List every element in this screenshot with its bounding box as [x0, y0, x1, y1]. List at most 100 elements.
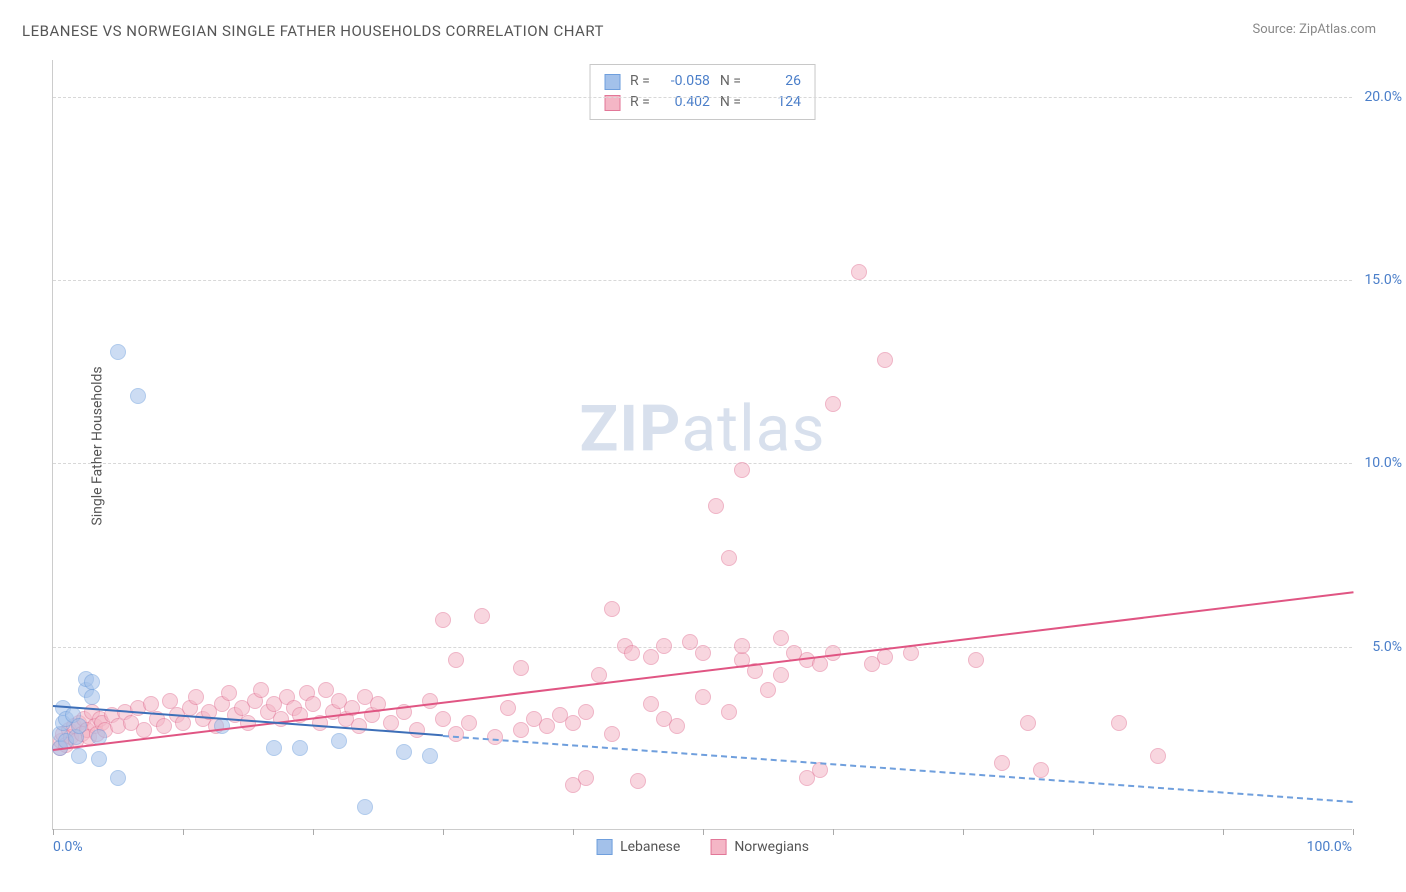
x-tick — [313, 829, 314, 835]
scatter-point-norwegian — [422, 693, 438, 709]
scatter-point-norwegian — [877, 649, 893, 665]
scatter-point-norwegian — [513, 660, 529, 676]
norwegian-n-value: 124 — [751, 92, 801, 113]
n-label: N = — [720, 71, 741, 92]
gridline — [53, 280, 1352, 281]
scatter-point-norwegian — [351, 718, 367, 734]
stats-row-lebanese: R = -0.058 N = 26 — [604, 71, 801, 92]
scatter-point-norwegian — [994, 755, 1010, 771]
scatter-point-norwegian — [721, 550, 737, 566]
scatter-point-lebanese — [422, 748, 438, 764]
scatter-point-lebanese — [357, 799, 373, 815]
n-label: N = — [720, 92, 741, 113]
scatter-point-norwegian — [643, 696, 659, 712]
x-tick — [703, 829, 704, 835]
scatter-point-lebanese — [84, 689, 100, 705]
scatter-point-norwegian — [604, 726, 620, 742]
scatter-point-lebanese — [110, 770, 126, 786]
scatter-point-lebanese — [71, 748, 87, 764]
source-label: Source: ZipAtlas.com — [1252, 22, 1376, 37]
stats-row-norwegians: R = 0.402 N = 124 — [604, 92, 801, 113]
legend: Lebanese Norwegians — [596, 839, 809, 855]
scatter-point-norwegian — [695, 689, 711, 705]
scatter-point-norwegian — [643, 649, 659, 665]
x-tick — [1353, 829, 1354, 835]
scatter-point-norwegian — [630, 773, 646, 789]
scatter-point-norwegian — [500, 700, 516, 716]
scatter-point-norwegian — [760, 682, 776, 698]
scatter-point-norwegian — [851, 264, 867, 280]
scatter-point-norwegian — [448, 726, 464, 742]
scatter-point-norwegian — [487, 729, 503, 745]
y-tick-label: 15.0% — [1364, 272, 1402, 288]
stats-box: R = -0.058 N = 26 R = 0.402 N = 124 — [589, 64, 816, 120]
scatter-point-lebanese — [110, 344, 126, 360]
legend-item-norwegians: Norwegians — [710, 839, 809, 855]
lebanese-r-value: -0.058 — [660, 71, 710, 92]
x-tick — [1223, 829, 1224, 835]
scatter-point-lebanese — [214, 718, 230, 734]
x-tick-label-left: 0.0% — [53, 839, 83, 855]
scatter-point-norwegian — [968, 652, 984, 668]
scatter-point-norwegian — [721, 704, 737, 720]
scatter-point-norwegian — [240, 715, 256, 731]
scatter-point-norwegian — [156, 718, 172, 734]
x-tick — [183, 829, 184, 835]
chart-title: LEBANESE VS NORWEGIAN SINGLE FATHER HOUS… — [22, 22, 604, 40]
scatter-point-norwegian — [708, 498, 724, 514]
x-tick — [443, 829, 444, 835]
scatter-point-norwegian — [136, 722, 152, 738]
scatter-point-norwegian — [383, 715, 399, 731]
trend-line-dashed — [443, 735, 1353, 803]
scatter-point-norwegian — [253, 682, 269, 698]
scatter-point-norwegian — [143, 696, 159, 712]
norwegian-legend-label: Norwegians — [734, 839, 809, 855]
gridline — [53, 97, 1352, 98]
scatter-point-lebanese — [71, 718, 87, 734]
scatter-point-lebanese — [130, 388, 146, 404]
scatter-point-norwegian — [591, 667, 607, 683]
scatter-point-norwegian — [656, 638, 672, 654]
scatter-point-norwegian — [1020, 715, 1036, 731]
scatter-point-norwegian — [734, 462, 750, 478]
chart-container: LEBANESE VS NORWEGIAN SINGLE FATHER HOUS… — [0, 0, 1406, 892]
scatter-point-norwegian — [539, 718, 555, 734]
x-tick — [963, 829, 964, 835]
scatter-point-lebanese — [91, 751, 107, 767]
lebanese-swatch-icon — [604, 74, 620, 90]
lebanese-legend-label: Lebanese — [620, 839, 680, 855]
x-tick — [833, 829, 834, 835]
scatter-point-norwegian — [448, 652, 464, 668]
scatter-point-norwegian — [578, 770, 594, 786]
legend-item-lebanese: Lebanese — [596, 839, 680, 855]
plot-area: ZIPatlas R = -0.058 N = 26 R = 0.402 N =… — [52, 60, 1352, 830]
scatter-point-norwegian — [669, 718, 685, 734]
x-tick — [53, 829, 54, 835]
scatter-point-norwegian — [474, 608, 490, 624]
scatter-point-norwegian — [565, 715, 581, 731]
scatter-point-norwegian — [734, 638, 750, 654]
scatter-point-lebanese — [292, 740, 308, 756]
scatter-point-norwegian — [435, 711, 451, 727]
scatter-point-norwegian — [221, 685, 237, 701]
r-label: R = — [630, 71, 650, 92]
scatter-point-norwegian — [513, 722, 529, 738]
x-tick-label-right: 100.0% — [1307, 839, 1352, 855]
scatter-point-norwegian — [409, 722, 425, 738]
scatter-point-norwegian — [825, 396, 841, 412]
y-tick-label: 20.0% — [1364, 89, 1402, 105]
scatter-point-lebanese — [331, 733, 347, 749]
watermark: ZIPatlas — [580, 392, 826, 467]
scatter-point-norwegian — [1111, 715, 1127, 731]
lebanese-n-value: 26 — [751, 71, 801, 92]
scatter-point-lebanese — [396, 744, 412, 760]
scatter-point-norwegian — [1033, 762, 1049, 778]
lebanese-legend-swatch-icon — [596, 839, 612, 855]
scatter-point-norwegian — [877, 352, 893, 368]
y-tick-label: 5.0% — [1372, 639, 1402, 655]
scatter-point-lebanese — [84, 674, 100, 690]
r-label: R = — [630, 92, 650, 113]
y-tick-label: 10.0% — [1364, 455, 1402, 471]
x-tick — [573, 829, 574, 835]
x-tick — [1093, 829, 1094, 835]
